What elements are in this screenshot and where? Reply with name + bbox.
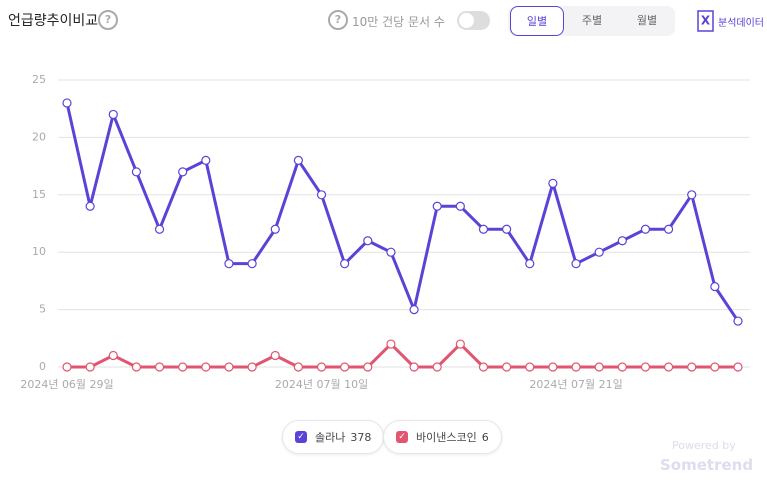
help-icon[interactable]: ? bbox=[328, 10, 348, 30]
y-tick-label: 5 bbox=[39, 303, 46, 316]
point bbox=[270, 350, 280, 361]
point bbox=[409, 362, 419, 372]
legend-swatch: ✓ bbox=[396, 431, 408, 443]
export-label[interactable]: 분석데이터 bbox=[718, 18, 764, 29]
point bbox=[525, 362, 535, 372]
y-tick-label: 20 bbox=[32, 130, 46, 143]
point bbox=[617, 362, 627, 372]
point bbox=[386, 247, 396, 257]
point bbox=[432, 362, 442, 372]
point bbox=[525, 259, 535, 269]
legend-item[interactable]: ✓ 바이낸스코인 6 bbox=[383, 420, 502, 454]
point bbox=[363, 362, 373, 372]
point bbox=[733, 362, 743, 372]
point bbox=[293, 362, 303, 372]
point bbox=[85, 362, 95, 372]
point bbox=[131, 167, 142, 177]
point bbox=[640, 362, 651, 372]
y-tick-label: 15 bbox=[32, 188, 46, 201]
point bbox=[640, 224, 651, 234]
point bbox=[108, 350, 118, 361]
legend-label: 솔라나 bbox=[315, 431, 346, 444]
point bbox=[571, 259, 581, 269]
svg-text:X: X bbox=[701, 14, 711, 28]
point bbox=[62, 362, 72, 372]
point bbox=[594, 247, 604, 257]
point bbox=[710, 362, 720, 372]
tab[interactable]: 월별 bbox=[636, 14, 658, 27]
point bbox=[502, 224, 512, 234]
point bbox=[247, 362, 257, 372]
point bbox=[663, 224, 674, 234]
y-tick-label: 25 bbox=[32, 73, 46, 86]
point bbox=[617, 236, 627, 246]
help-icon[interactable]: ? bbox=[98, 10, 118, 30]
point bbox=[85, 201, 95, 211]
title: 언급량추이비교 bbox=[8, 13, 99, 29]
point bbox=[201, 155, 211, 165]
point bbox=[270, 224, 280, 234]
line bbox=[67, 342, 738, 369]
legend-label: 바이낸스코인 bbox=[416, 431, 477, 444]
tab[interactable]: 일별 bbox=[510, 6, 564, 36]
chart: 0 5 10 15 20 25 2024년 06월 29일 2024년 07월 10일 2024… bbox=[20, 73, 750, 391]
point bbox=[316, 190, 327, 200]
point bbox=[131, 362, 142, 372]
legend-total: 6 bbox=[481, 430, 489, 444]
point bbox=[386, 339, 396, 349]
point bbox=[710, 282, 720, 292]
point bbox=[62, 98, 72, 108]
point bbox=[178, 167, 188, 177]
toggle-label: 10만 건당 문서 수 bbox=[352, 15, 445, 29]
point bbox=[316, 362, 327, 372]
point bbox=[733, 316, 743, 326]
point bbox=[409, 305, 419, 315]
point bbox=[224, 259, 234, 269]
legend-total: 378 bbox=[350, 430, 372, 444]
powered-by: Powered by bbox=[672, 439, 736, 452]
y-tick-label: 10 bbox=[32, 245, 46, 258]
point bbox=[663, 362, 674, 372]
point bbox=[548, 362, 558, 372]
point bbox=[478, 362, 489, 372]
point bbox=[224, 362, 234, 372]
point bbox=[478, 224, 489, 234]
legend-swatch: ✓ bbox=[295, 431, 307, 443]
point bbox=[340, 362, 350, 372]
point bbox=[571, 362, 581, 372]
point bbox=[108, 109, 118, 120]
point bbox=[201, 362, 211, 372]
point bbox=[687, 362, 697, 372]
point bbox=[178, 362, 188, 372]
point bbox=[594, 362, 604, 372]
brand: Sometrend bbox=[660, 456, 754, 474]
legend-item[interactable]: ✓ 솔라나 378 bbox=[282, 420, 385, 454]
point bbox=[502, 362, 512, 372]
point bbox=[363, 236, 373, 246]
point bbox=[293, 155, 303, 165]
tab[interactable]: 주별 bbox=[581, 14, 603, 27]
point bbox=[247, 259, 257, 269]
export-icon[interactable]: X bbox=[697, 10, 715, 32]
x-tick-label: 2024년 06월 29일 bbox=[20, 377, 113, 391]
x-tick-label: 2024년 07월 21일 bbox=[529, 377, 622, 391]
x-tick-label: 2024년 07월 10일 bbox=[275, 377, 368, 391]
point bbox=[548, 178, 558, 188]
point bbox=[455, 201, 465, 211]
toggle[interactable] bbox=[457, 11, 490, 30]
point bbox=[455, 339, 465, 349]
point bbox=[687, 190, 697, 200]
point bbox=[432, 201, 442, 211]
line bbox=[65, 102, 740, 322]
y-tick-label: 0 bbox=[39, 360, 46, 373]
point bbox=[340, 259, 350, 269]
point bbox=[154, 362, 165, 372]
point bbox=[154, 224, 165, 234]
